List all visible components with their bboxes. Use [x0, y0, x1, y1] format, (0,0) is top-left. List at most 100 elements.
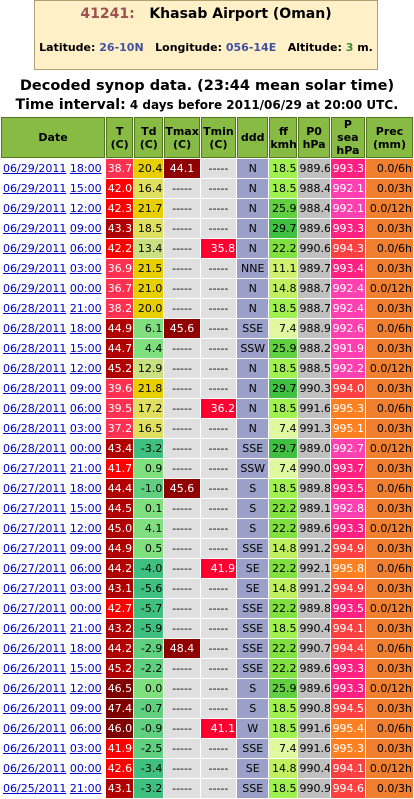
time-link[interactable]: 03:00: [69, 581, 102, 595]
date-link[interactable]: 06/28/2011: [3, 381, 67, 395]
time-link[interactable]: 06:00: [69, 401, 102, 415]
time-link[interactable]: 21:00: [69, 781, 102, 795]
date-link[interactable]: 06/26/2011: [3, 621, 67, 635]
date-link[interactable]: 06/26/2011: [3, 741, 67, 755]
date-link[interactable]: 06/26/2011: [3, 641, 67, 655]
date-link[interactable]: 06/26/2011: [3, 701, 67, 715]
precip-cell: 0.0/3h: [366, 619, 413, 638]
date-cell: 06/26/2011 03:00: [1, 739, 106, 758]
date-link[interactable]: 06/27/2011: [3, 561, 67, 575]
time-link[interactable]: 09:00: [69, 381, 102, 395]
time-link[interactable]: 15:00: [69, 661, 102, 675]
date-link[interactable]: 06/26/2011: [3, 761, 67, 775]
time-link[interactable]: 00:00: [69, 441, 102, 455]
wind-speed-cell: 25.9: [269, 199, 298, 218]
precip-cell: 0.0/3h: [366, 739, 413, 758]
date-link[interactable]: 06/27/2011: [3, 461, 67, 475]
tmax-cell: -----: [164, 419, 200, 438]
dewpoint-cell: 0.5: [134, 539, 164, 558]
date-link[interactable]: 06/27/2011: [3, 601, 67, 615]
date-cell: 06/27/2011 00:00: [1, 599, 106, 618]
time-link[interactable]: 21:00: [69, 301, 102, 315]
time-link[interactable]: 15:00: [69, 501, 102, 515]
date-link[interactable]: 06/29/2011: [3, 281, 67, 295]
time-link[interactable]: 12:00: [69, 201, 102, 215]
tmax-cell: -----: [164, 619, 200, 638]
time-link[interactable]: 18:00: [69, 641, 102, 655]
date-link[interactable]: 06/27/2011: [3, 521, 67, 535]
wind-dir-cell: SE: [237, 759, 269, 778]
date-link[interactable]: 06/29/2011: [3, 201, 67, 215]
date-link[interactable]: 06/28/2011: [3, 361, 67, 375]
time-link[interactable]: 09:00: [69, 221, 102, 235]
date-link[interactable]: 06/29/2011: [3, 181, 67, 195]
temp-cell: 39.5: [106, 399, 134, 418]
date-link[interactable]: 06/27/2011: [3, 501, 67, 515]
wind-dir-cell: N: [237, 299, 269, 318]
column-header-ddd: ddd: [237, 117, 269, 158]
time-link[interactable]: 00:00: [69, 281, 102, 295]
date-cell: 06/27/2011 09:00: [1, 539, 106, 558]
time-link[interactable]: 00:00: [69, 761, 102, 775]
date-link[interactable]: 06/28/2011: [3, 421, 67, 435]
time-link[interactable]: 12:00: [69, 361, 102, 375]
time-link[interactable]: 12:00: [69, 521, 102, 535]
pressure-sea-cell: 992.1: [330, 199, 366, 218]
tmax-cell: 44.1: [164, 159, 200, 178]
time-link[interactable]: 03:00: [69, 421, 102, 435]
time-link[interactable]: 12:00: [69, 681, 102, 695]
date-link[interactable]: 06/28/2011: [3, 441, 67, 455]
date-link[interactable]: 06/25/2011: [3, 781, 67, 795]
time-link[interactable]: 18:00: [69, 321, 102, 335]
date-link[interactable]: 06/29/2011: [3, 261, 67, 275]
pressure-sea-cell: 994.1: [330, 759, 366, 778]
date-link[interactable]: 06/28/2011: [3, 301, 67, 315]
time-link[interactable]: 03:00: [69, 741, 102, 755]
time-link[interactable]: 18:00: [69, 161, 102, 175]
pressure-sea-cell: 991.9: [330, 339, 366, 358]
time-link[interactable]: 09:00: [69, 541, 102, 555]
time-link[interactable]: 03:00: [69, 261, 102, 275]
column-header-date: Date: [1, 117, 106, 158]
precip-cell: 0.0/12h: [366, 759, 413, 778]
time-link[interactable]: 15:00: [69, 181, 102, 195]
date-link[interactable]: 06/26/2011: [3, 721, 67, 735]
temp-cell: 46.5: [106, 679, 134, 698]
tmin-cell: -----: [200, 359, 237, 378]
time-link[interactable]: 06:00: [69, 721, 102, 735]
wind-dir-cell: N: [237, 279, 269, 298]
date-link[interactable]: 06/29/2011: [3, 241, 67, 255]
date-link[interactable]: 06/27/2011: [3, 541, 67, 555]
date-link[interactable]: 06/28/2011: [3, 341, 67, 355]
date-link[interactable]: 06/28/2011: [3, 401, 67, 415]
column-header-ff: ff kmh: [269, 117, 298, 158]
dewpoint-cell: -0.7: [134, 699, 164, 718]
date-link[interactable]: 06/26/2011: [3, 681, 67, 695]
date-link[interactable]: 06/27/2011: [3, 581, 67, 595]
tmin-cell: 36.2: [200, 399, 237, 418]
wind-speed-cell: 14.8: [269, 579, 298, 598]
time-link[interactable]: 21:00: [69, 461, 102, 475]
time-link[interactable]: 06:00: [69, 561, 102, 575]
pressure-sea-cell: 994.9: [330, 579, 366, 598]
temp-cell: 38.2: [106, 299, 134, 318]
date-cell: 06/26/2011 18:00: [1, 639, 106, 658]
date-link[interactable]: 06/27/2011: [3, 481, 67, 495]
table-row: 06/29/2011 12:00 42.3 21.7 ----- ----- N 25.9 9…: [1, 199, 413, 218]
time-link[interactable]: 18:00: [69, 481, 102, 495]
table-row: 06/28/2011 15:00 44.7 4.4 ----- ----- SSW 25.9…: [1, 339, 413, 358]
tmin-cell: -----: [200, 619, 237, 638]
wind-speed-cell: 7.4: [269, 459, 298, 478]
dewpoint-cell: 0.0: [134, 679, 164, 698]
time-link[interactable]: 09:00: [69, 701, 102, 715]
time-link[interactable]: 21:00: [69, 621, 102, 635]
time-link[interactable]: 06:00: [69, 241, 102, 255]
pressure-sea-cell: 992.7: [330, 439, 366, 458]
date-link[interactable]: 06/26/2011: [3, 661, 67, 675]
date-link[interactable]: 06/29/2011: [3, 221, 67, 235]
time-link[interactable]: 15:00: [69, 341, 102, 355]
time-link[interactable]: 00:00: [69, 601, 102, 615]
date-link[interactable]: 06/29/2011: [3, 161, 67, 175]
wind-speed-cell: 18.5: [269, 299, 298, 318]
date-link[interactable]: 06/28/2011: [3, 321, 67, 335]
